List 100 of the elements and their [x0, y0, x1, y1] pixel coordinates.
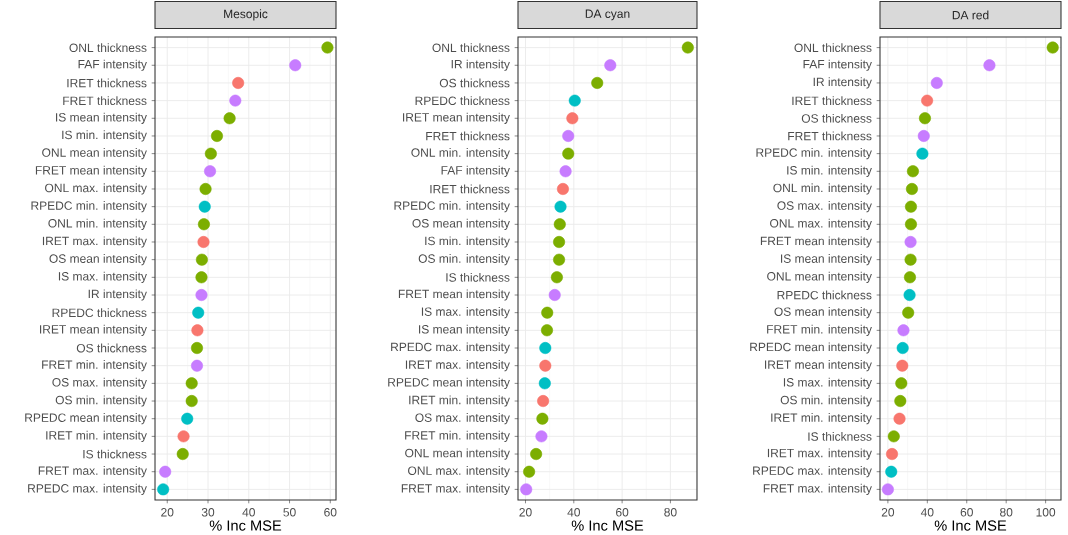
point [541, 306, 554, 319]
x-tick-label: 60 [616, 507, 629, 517]
y-tick-label: IS thickness [83, 449, 147, 459]
point [537, 394, 550, 407]
y-tick-label: RPEDC max. intensity [28, 483, 147, 495]
y-tick-label: IRET min. intensity [409, 395, 510, 407]
point [905, 182, 918, 195]
point [902, 306, 915, 319]
point [681, 41, 694, 54]
y-tick-label: IS max. intensity [421, 307, 510, 319]
point [893, 412, 906, 425]
point [157, 483, 170, 496]
y-tick-label: ONL min. intensity [48, 218, 147, 230]
y-tick-label: RPEDC min. intensity [31, 200, 147, 213]
point [896, 359, 909, 372]
point [535, 430, 548, 443]
y-tick-label: IS thickness [808, 431, 872, 441]
y-tick-label: OS max. intensity [415, 413, 510, 425]
point [190, 341, 203, 354]
point [210, 129, 223, 142]
y-tick-label: FRET mean intensity [398, 289, 510, 301]
point [195, 288, 208, 301]
point [604, 59, 617, 72]
point [903, 271, 916, 284]
point [556, 182, 569, 195]
point [917, 129, 930, 142]
y-tick-label: IS max. intensity [58, 271, 147, 283]
y-tick-label: RPEDC mean intensity [750, 342, 872, 354]
y-tick-label: RPEDC max. intensity [391, 342, 510, 354]
point [553, 253, 566, 266]
point [906, 165, 919, 178]
x-tick-label: 40 [920, 507, 934, 517]
y-tick-label: ONL mean intensity [42, 147, 147, 160]
point [538, 377, 551, 390]
y-tick-label: ONL max. intensity [408, 466, 510, 478]
y-tick-label: RPEDC thickness [52, 308, 147, 318]
y-tick-label: IRET max. intensity [767, 448, 872, 460]
x-tick-label: 40 [242, 507, 255, 517]
y-tick-label: IRET mean intensity [40, 324, 147, 336]
point [904, 200, 917, 213]
y-tick-label: OS mean intensity [49, 253, 147, 266]
y-tick-label: OS mean intensity [412, 218, 510, 230]
point [1046, 41, 1059, 54]
y-tick-label: IRET mean intensity [765, 360, 872, 372]
point [197, 218, 210, 231]
point [886, 447, 899, 460]
y-tick-label: IRET max. intensity [42, 236, 147, 248]
x-tick-label: 80 [664, 507, 677, 517]
point [930, 76, 943, 89]
y-tick-label: IS min. intensity [425, 236, 510, 248]
y-tick-label: ONL min. intensity [411, 147, 510, 160]
chart-title: Mesopic [224, 9, 268, 21]
y-tick-label: RPEDC min. intensity [394, 200, 510, 213]
y-tick-label: ONL max. intensity [770, 218, 872, 230]
point [539, 359, 552, 372]
point [548, 288, 561, 301]
y-tick-label: IS max. intensity [783, 377, 872, 389]
y-tick-label: IRET thickness [792, 96, 872, 105]
point [198, 200, 211, 213]
point [289, 59, 302, 72]
point [566, 112, 579, 125]
point [539, 341, 552, 354]
point [881, 483, 894, 496]
y-tick-label: IRET max. intensity [405, 360, 510, 372]
y-tick-label: FAF intensity [441, 165, 510, 177]
y-tick-label: FRET min. intensity [42, 360, 147, 372]
x-tick-label: 80 [1000, 507, 1013, 517]
point [903, 288, 916, 301]
point [177, 430, 190, 443]
y-tick-label: OS thickness [76, 343, 147, 353]
point [159, 465, 172, 478]
point [523, 465, 536, 478]
y-tick-label: IR intensity [813, 77, 872, 89]
y-tick-label: FRET thickness [788, 131, 872, 141]
point [550, 271, 563, 284]
point [904, 235, 917, 248]
y-tick-label: FRET thickness [426, 131, 510, 141]
y-tick-label: RPEDC min. intensity [756, 147, 872, 160]
y-tick-label: FAF intensity [78, 59, 147, 71]
y-tick-label: ONL mean intensity [405, 448, 510, 460]
point [197, 235, 210, 248]
y-tick-label: IRET thickness [67, 78, 147, 88]
y-tick-label: ONL max. intensity [45, 183, 147, 195]
y-tick-label: RPEDC thickness [777, 290, 872, 300]
y-tick-label: OS max. intensity [777, 200, 872, 213]
y-tick-label: FRET mean intensity [35, 165, 147, 177]
y-tick-label: FRET max. intensity [38, 466, 147, 478]
y-tick-label: IS min. intensity [62, 130, 147, 142]
point [553, 235, 566, 248]
point [591, 76, 604, 89]
x-tick-label: 30 [201, 507, 215, 517]
y-tick-label: IRET thickness [430, 184, 510, 194]
x-tick-label: 20 [161, 507, 174, 517]
y-tick-label: RPEDC max. intensity [753, 466, 872, 478]
y-tick-label: IRET min. intensity [771, 413, 872, 425]
point [195, 253, 208, 266]
point [918, 112, 931, 125]
point [553, 218, 566, 231]
point [894, 394, 907, 407]
y-tick-label: IS mean intensity [56, 112, 147, 124]
